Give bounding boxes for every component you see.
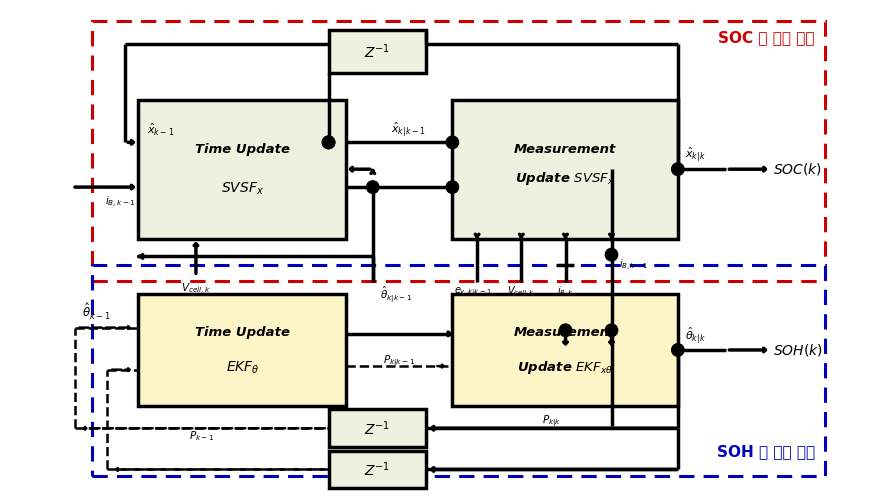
Text: $V_{cell,k}$: $V_{cell,k}$ bbox=[181, 282, 211, 297]
Text: $P_{k-1}$: $P_{k-1}$ bbox=[189, 430, 214, 443]
Circle shape bbox=[671, 344, 683, 356]
Circle shape bbox=[322, 136, 334, 148]
Text: $Z^{-1}$: $Z^{-1}$ bbox=[364, 460, 390, 479]
Text: $\hat{x}_{k|k}$: $\hat{x}_{k|k}$ bbox=[684, 146, 705, 164]
Circle shape bbox=[559, 324, 571, 337]
Circle shape bbox=[604, 248, 617, 261]
Text: Update $EKF_{x\theta}$: Update $EKF_{x\theta}$ bbox=[517, 359, 612, 376]
Bar bbox=[138, 100, 346, 239]
Bar bbox=[452, 294, 677, 406]
Bar bbox=[328, 30, 425, 73]
Circle shape bbox=[671, 163, 683, 175]
Text: Measurement: Measurement bbox=[513, 326, 616, 339]
Text: $e_{y,k|k-1}$: $e_{y,k|k-1}$ bbox=[454, 285, 491, 299]
Text: $SOC(k)$: $SOC(k)$ bbox=[773, 161, 821, 177]
Bar bbox=[452, 100, 677, 239]
Text: $SVSF_x$: $SVSF_x$ bbox=[221, 181, 263, 197]
Text: Measurement: Measurement bbox=[513, 143, 616, 156]
Circle shape bbox=[366, 181, 378, 194]
Text: SOC 및 전압 추정: SOC 및 전압 추정 bbox=[718, 30, 814, 45]
Text: $P_{k|k-1}$: $P_{k|k-1}$ bbox=[383, 353, 415, 369]
Text: $V_{cell,k}$: $V_{cell,k}$ bbox=[507, 285, 535, 300]
Circle shape bbox=[446, 136, 458, 148]
Text: $Z^{-1}$: $Z^{-1}$ bbox=[364, 42, 390, 61]
Text: Update $SVSF_x$: Update $SVSF_x$ bbox=[515, 170, 614, 187]
Circle shape bbox=[322, 136, 334, 148]
Text: Time Update: Time Update bbox=[195, 143, 290, 156]
Text: $\hat{\theta}_{k|k-1}$: $\hat{\theta}_{k|k-1}$ bbox=[379, 285, 412, 305]
Text: $SOH(k)$: $SOH(k)$ bbox=[773, 342, 822, 358]
Text: $\hat{x}_{k-1}$: $\hat{x}_{k-1}$ bbox=[147, 122, 175, 138]
Text: $\hat{\theta}_{k-1}$: $\hat{\theta}_{k-1}$ bbox=[82, 302, 110, 322]
Text: $i_{B,k-1}$: $i_{B,k-1}$ bbox=[105, 195, 136, 210]
Text: Time Update: Time Update bbox=[195, 326, 290, 339]
Bar bbox=[328, 450, 425, 488]
Circle shape bbox=[604, 324, 617, 337]
Circle shape bbox=[446, 181, 458, 194]
Text: $Z^{-1}$: $Z^{-1}$ bbox=[364, 419, 390, 438]
Text: $\hat{\theta}_{k|k}$: $\hat{\theta}_{k|k}$ bbox=[684, 326, 705, 346]
Text: $\hat{x}_{k|k-1}$: $\hat{x}_{k|k-1}$ bbox=[391, 121, 425, 139]
Text: $P_{k|k}$: $P_{k|k}$ bbox=[541, 413, 561, 429]
Bar bbox=[138, 294, 346, 406]
Text: SOH 및 변수 추정: SOH 및 변수 추정 bbox=[716, 445, 814, 459]
Text: $i_{B,k-1}$: $i_{B,k-1}$ bbox=[618, 258, 647, 273]
Text: $EKF_\theta$: $EKF_\theta$ bbox=[225, 360, 259, 376]
Text: $i_{B,k}$: $i_{B,k}$ bbox=[556, 285, 573, 300]
Bar bbox=[328, 409, 425, 447]
